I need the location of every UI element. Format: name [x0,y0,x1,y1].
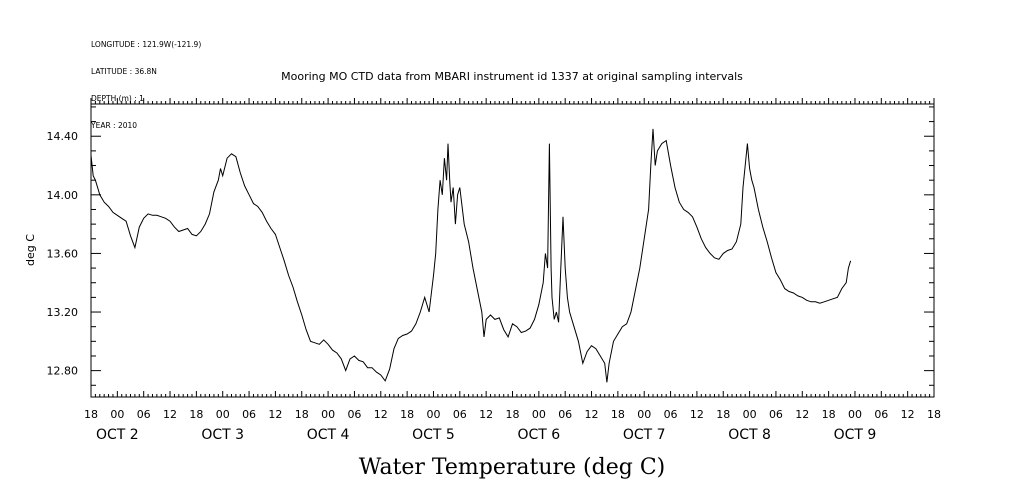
x-hour-label: 12 [374,408,388,421]
x-hour-label: 00 [848,408,862,421]
x-hour-label: 18 [611,408,625,421]
x-hour-label: 06 [769,408,783,421]
x-hour-label: 00 [532,408,546,421]
x-hour-label: 06 [558,408,572,421]
metadata-block: LONGITUDE : 121.9W(-121.9) LATITUDE : 36… [91,22,201,139]
y-axis-label: deg C [24,234,37,266]
x-hour-label: 12 [901,408,915,421]
y-tick-label: 13.20 [47,306,79,319]
year-label: YEAR : 2010 [91,121,138,130]
latitude-label: LATITUDE : 36.8N [91,67,157,76]
x-day-label: OCT 7 [623,427,666,443]
x-hour-label: 00 [637,408,651,421]
temperature-series-line [90,128,852,383]
x-hour-label: 06 [874,408,888,421]
x-day-label: OCT 6 [517,427,560,443]
x-hour-label: 12 [585,408,599,421]
x-hour-label: 00 [426,408,440,421]
longitude-label: LONGITUDE : 121.9W(-121.9) [91,40,202,49]
x-hour-label: 00 [321,408,335,421]
x-day-label: OCT 2 [96,427,139,443]
x-hour-label: 18 [927,408,941,421]
x-axis-day-labels: OCT 2 OCT 3 OCT 4 OCT 5 OCT 6 OCT 7 OCT 8 OCT 9 [96,427,876,443]
x-axis-hour-labels: 18 00 06 12 18 00 06 12 18 00 06 12 18 00 06 12 18 00 06 12… [84,408,941,421]
x-day-label: OCT 8 [728,427,771,443]
x-day-label: OCT 3 [201,427,244,443]
x-hour-label: 18 [84,408,98,421]
x-hour-label: 00 [216,408,230,421]
x-day-label: OCT 9 [834,427,877,443]
y-tick-label: 12.80 [47,365,79,378]
y-axis-tick-labels: 12.80 13.20 13.60 14.00 14.40 [47,130,79,377]
x-hour-label: 18 [716,408,730,421]
x-hour-label: 12 [268,408,282,421]
x-hour-label: 06 [453,408,467,421]
tick-marks [90,98,935,397]
x-hour-label: 06 [347,408,361,421]
x-hour-label: 12 [163,408,177,421]
x-day-label: OCT 4 [307,427,350,443]
y-tick-label: 14.00 [47,189,79,202]
x-hour-label: 18 [822,408,836,421]
x-hour-label: 12 [690,408,704,421]
x-hour-label: 06 [664,408,678,421]
x-hour-label: 12 [479,408,493,421]
chart-title: Mooring MO CTD data from MBARI instrumen… [281,70,743,83]
x-hour-label: 12 [795,408,809,421]
x-hour-label: 00 [110,408,124,421]
y-tick-label: 13.60 [47,247,79,260]
x-axis-label: Water Temperature (deg C) [359,455,666,480]
x-hour-label: 06 [137,408,151,421]
x-hour-label: 00 [743,408,757,421]
x-hour-label: 18 [189,408,203,421]
plot-frame [90,103,935,398]
x-hour-label: 18 [400,408,414,421]
depth-label: DEPTH (m) : 1 [91,94,144,103]
x-day-label: OCT 5 [412,427,455,443]
y-tick-label: 14.40 [47,130,79,143]
x-hour-label: 18 [506,408,520,421]
x-hour-label: 06 [242,408,256,421]
x-hour-label: 18 [295,408,309,421]
